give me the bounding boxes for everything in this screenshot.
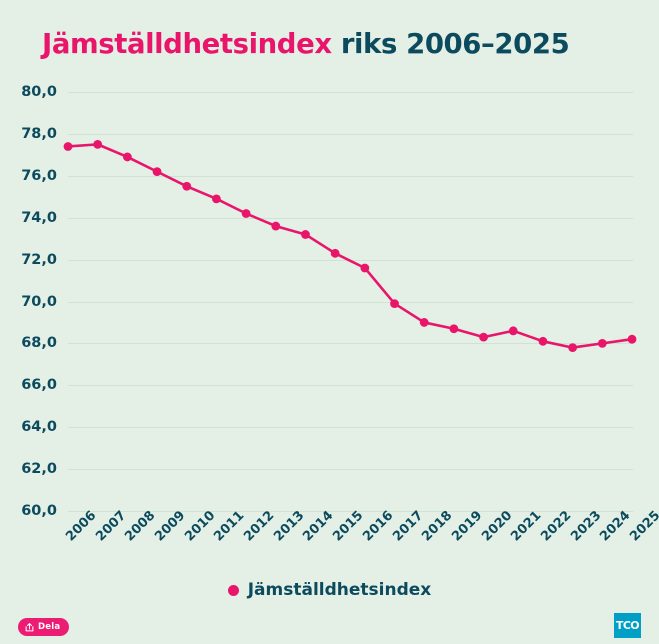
data-point[interactable] — [568, 343, 578, 352]
y-axis-tick-label: 60,0 — [21, 503, 57, 519]
x-axis-tick-text: 2025 — [627, 508, 659, 545]
data-point[interactable] — [182, 181, 192, 191]
y-axis-tick-label: 62,0 — [21, 461, 57, 478]
share-button-label: Dela — [38, 622, 61, 632]
data-point[interactable] — [419, 318, 429, 327]
data-point[interactable] — [390, 299, 399, 308]
x-axis-tick-label: 2025 — [622, 508, 659, 544]
brand-logo-text: TCO — [615, 619, 640, 632]
series-layer — [63, 139, 637, 352]
page-title-primary: Jämställdhetsindex — [42, 28, 332, 60]
share-button[interactable]: Dela — [18, 618, 70, 636]
share-icon — [25, 622, 34, 631]
data-point[interactable] — [508, 326, 518, 336]
y-axis-tick-label: 68,0 — [21, 335, 57, 352]
series-line — [66, 143, 634, 349]
x-axis-ticks: 2006 2007 2008 2009 2010 2011 2012 2013 2014 2015… — [63, 508, 659, 573]
y-axis-tick-label: 78,0 — [21, 125, 57, 142]
page-title: Jämställdhetsindex riks 2006–2025 — [42, 28, 570, 60]
gridline — [68, 217, 633, 219]
plot-area: 80,0 78,0 76,0 74,0 72,0 70,0 68,0 66,0 64,0 62,0… — [21, 84, 637, 519]
brand-logo: TCO — [614, 613, 641, 638]
data-point[interactable] — [93, 139, 103, 149]
data-point[interactable] — [63, 142, 73, 151]
legend-item-label: Jämställdhetsindex — [247, 580, 432, 600]
data-point[interactable] — [241, 209, 251, 218]
data-point[interactable] — [271, 221, 281, 231]
gridline — [68, 301, 633, 303]
gridline — [68, 175, 633, 177]
y-axis-tick-label: 72,0 — [21, 251, 57, 268]
data-point[interactable] — [122, 152, 132, 162]
data-point[interactable] — [597, 339, 607, 348]
legend-marker-icon — [227, 584, 239, 596]
y-axis-tick-label: 66,0 — [21, 377, 57, 394]
data-point[interactable] — [152, 167, 162, 177]
data-point[interactable] — [360, 263, 370, 273]
gridline — [68, 385, 633, 387]
data-point[interactable] — [449, 324, 459, 334]
gridline — [68, 92, 633, 93]
data-point[interactable] — [330, 248, 340, 258]
y-axis-tick-label: 74,0 — [21, 209, 57, 226]
gridline — [68, 343, 633, 345]
data-point[interactable] — [479, 332, 488, 342]
data-point[interactable] — [627, 334, 637, 344]
data-point[interactable] — [538, 336, 548, 346]
page-title-secondary: riks 2006–2025 — [331, 28, 570, 60]
data-point[interactable] — [301, 230, 310, 239]
chart-legend: Jämställdhetsindex — [0, 580, 659, 600]
y-axis-tick-label: 76,0 — [21, 167, 57, 184]
gridline — [68, 511, 633, 512]
gridline — [68, 133, 633, 135]
gridline — [68, 427, 633, 429]
data-point[interactable] — [212, 194, 221, 204]
y-axis-tick-label: 80,0 — [21, 84, 57, 100]
gridline — [68, 469, 633, 471]
y-axis-tick-label: 64,0 — [21, 419, 57, 436]
y-axis-tick-label: 70,0 — [21, 293, 57, 310]
